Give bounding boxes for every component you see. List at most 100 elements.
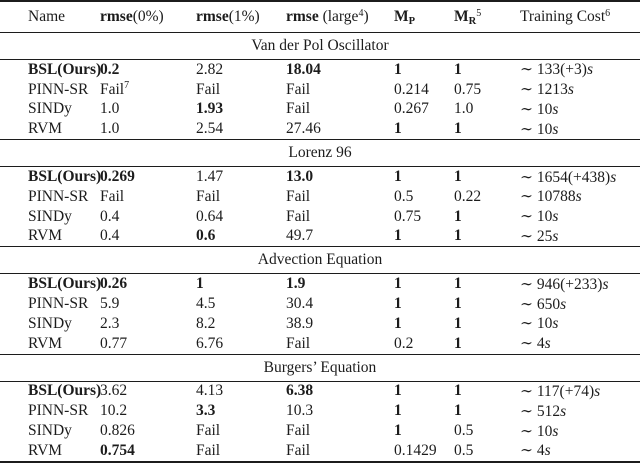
value-cell: 1 xyxy=(454,295,462,313)
cost-unit: s xyxy=(552,208,559,226)
col-header-training-cost: Training Cost6 xyxy=(520,1,640,33)
training-cost-cell: ∼ 4s xyxy=(520,442,551,460)
value-cell: Fail xyxy=(286,100,311,118)
training-cost-cell: ∼ 117(+74)s xyxy=(520,382,601,400)
col-header-rmse-1pct: rmse(1%) xyxy=(196,1,286,33)
value-cell: 3.3 xyxy=(196,402,216,420)
footnote-marker: 6 xyxy=(605,7,611,19)
value-cell: Fail xyxy=(196,80,221,98)
method-name-cell: BSL(Ours) xyxy=(28,275,102,293)
table-row: RVM 0.77 6.76 Fail 0.2 1 ∼ 4s xyxy=(0,334,640,354)
value-cell: 0.4 xyxy=(100,227,120,245)
value-cell: 1 xyxy=(394,275,402,293)
section-row: Burgers’ Equation xyxy=(0,353,640,382)
value-cell: 0.5 xyxy=(394,187,414,205)
value-cell: 1 xyxy=(454,402,462,420)
value-cell: 1 xyxy=(394,295,402,313)
section-row: Van der Pol Oscillator xyxy=(0,32,640,60)
training-cost-cell: ∼ 10s xyxy=(520,120,559,138)
value-cell: 0.5 xyxy=(454,422,474,440)
value-cell: Fail7 xyxy=(100,80,130,98)
table-row: BSL(Ours) 0.26 1 1.9 1 1 ∼ 946(+233)s xyxy=(0,274,640,294)
value-cell: Fail xyxy=(196,187,221,205)
value-cell: 0.77 xyxy=(100,334,128,352)
cost-unit: s xyxy=(575,188,582,206)
value-cell: Fail xyxy=(286,187,311,205)
method-name-cell: RVM xyxy=(28,334,63,352)
value-cell: 1 xyxy=(394,314,402,332)
value-cell: Fail xyxy=(196,441,221,459)
value-cell: Fail xyxy=(196,422,221,440)
value-cell: 2.54 xyxy=(196,120,224,138)
value-cell: 0.214 xyxy=(394,80,429,98)
cost-unit: s xyxy=(602,275,609,293)
value-cell: 2.3 xyxy=(100,314,120,332)
method-name-cell: RVM xyxy=(28,227,63,245)
value-cell: 0.267 xyxy=(394,100,429,118)
value-cell: 0.64 xyxy=(196,207,224,225)
value-cell: 3.62 xyxy=(100,382,128,400)
header-row: Name rmse(0%) rmse(1%) rmse (large4) MP … xyxy=(0,1,640,33)
table-row: SINDy 0.4 0.64 Fail 0.75 1 ∼ 10s xyxy=(0,207,640,227)
method-name-cell: PINN-SR xyxy=(28,295,89,313)
training-cost-cell: ∼ 10s xyxy=(520,422,559,440)
value-cell: 1.9 xyxy=(286,275,306,293)
training-cost-cell: ∼ 10788s xyxy=(520,188,582,206)
training-cost-cell: ∼ 10s xyxy=(520,208,559,226)
value-cell: 1 xyxy=(196,275,204,293)
value-cell: 0.4 xyxy=(100,207,120,225)
cost-unit: s xyxy=(567,81,574,99)
cost-unit: s xyxy=(544,442,551,460)
value-cell: 6.76 xyxy=(196,334,224,352)
value-cell: 38.9 xyxy=(286,314,314,332)
method-name-cell: BSL(Ours) xyxy=(28,168,102,186)
value-cell: 1 xyxy=(454,207,462,225)
value-cell: 1 xyxy=(394,382,402,400)
value-cell: 4.13 xyxy=(196,382,224,400)
value-cell: Fail xyxy=(100,187,125,205)
value-cell: 0.75 xyxy=(394,207,422,225)
value-cell: 1 xyxy=(454,227,462,245)
table-row: SINDy 2.3 8.2 38.9 1 1 ∼ 10s xyxy=(0,314,640,334)
table-row: SINDy 1.0 1.93 Fail 0.267 1.0 ∼ 10s xyxy=(0,100,640,120)
value-cell: 0.826 xyxy=(100,422,135,440)
method-name-cell: SINDy xyxy=(28,100,72,118)
value-cell: 0.754 xyxy=(100,441,135,459)
value-cell: 0.2 xyxy=(100,60,120,78)
method-name-cell: SINDy xyxy=(28,422,72,440)
value-cell: 30.4 xyxy=(286,295,314,313)
value-cell: 10.2 xyxy=(100,402,128,420)
value-cell: 0.2 xyxy=(394,334,414,352)
value-cell: 1 xyxy=(454,334,462,352)
table-row: BSL(Ours) 0.2 2.82 18.04 1 1 ∼ 133(+3)s xyxy=(0,60,640,80)
value-cell: 27.46 xyxy=(286,120,321,138)
value-cell: 0.26 xyxy=(100,275,128,293)
value-cell: 1 xyxy=(394,168,402,186)
training-cost-cell: ∼ 25s xyxy=(520,227,559,245)
value-cell: 18.04 xyxy=(286,60,321,78)
training-cost-cell: ∼ 946(+233)s xyxy=(520,275,609,293)
value-cell: 0.75 xyxy=(454,80,482,98)
col-header-name: Name xyxy=(0,1,100,33)
training-cost-cell: ∼ 10s xyxy=(520,315,559,333)
table-row: BSL(Ours) 0.269 1.47 13.0 1 1 ∼ 1654(+438)s xyxy=(0,167,640,187)
training-cost-cell: ∼ 650s xyxy=(520,295,567,313)
table-row: RVM 1.0 2.54 27.46 1 1 ∼ 10s xyxy=(0,119,640,139)
footnote-marker: 5 xyxy=(476,7,482,19)
cost-unit: s xyxy=(552,120,559,138)
value-cell: 0.22 xyxy=(454,187,482,205)
footnote-marker: 7 xyxy=(124,80,130,92)
section-title: Advection Equation xyxy=(0,246,640,275)
cost-unit: s xyxy=(552,100,559,118)
method-name-cell: PINN-SR xyxy=(28,187,89,205)
col-header-rmse-0pct: rmse(0%) xyxy=(100,1,196,33)
value-cell: 8.2 xyxy=(196,314,216,332)
method-name-cell: RVM xyxy=(28,441,63,459)
value-cell: 0.269 xyxy=(100,168,135,186)
method-name-cell: BSL(Ours) xyxy=(28,60,102,78)
cost-unit: s xyxy=(552,315,559,333)
value-cell: 1 xyxy=(394,402,402,420)
value-cell: Fail xyxy=(286,422,311,440)
table-row: PINN-SR Fail Fail Fail 0.5 0.22 ∼ 10788s xyxy=(0,187,640,207)
value-cell: 1 xyxy=(394,227,402,245)
